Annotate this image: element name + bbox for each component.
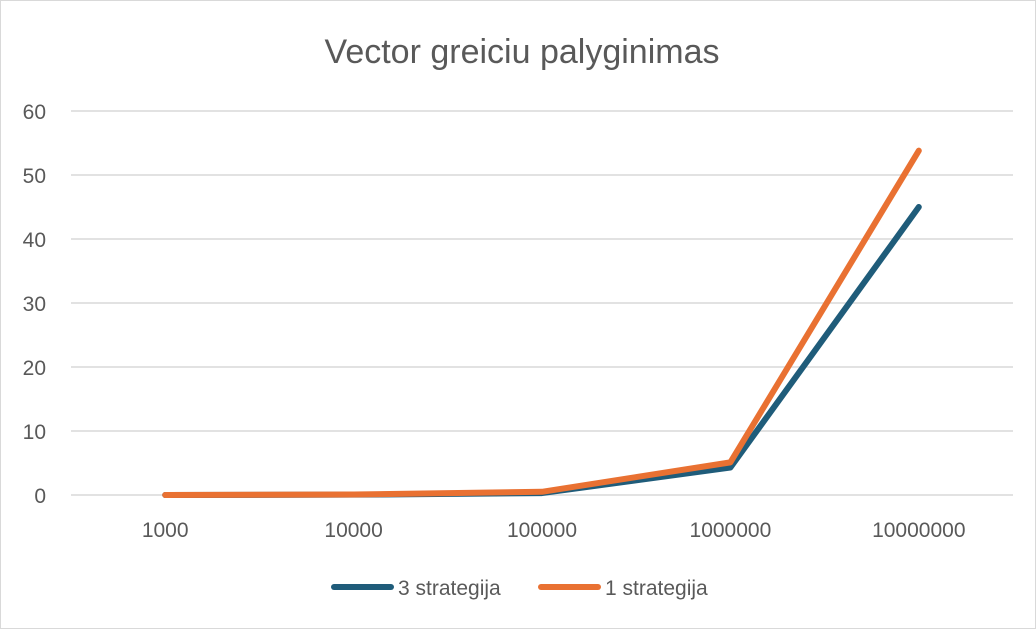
y-tick-label: 30 [23,293,46,316]
chart-title: Vector greiciu palyginimas [325,33,720,71]
legend-label: 1 strategija [605,577,708,600]
x-axis-ticks: 1000 10000 100000 1000000 10000000 [142,519,966,542]
y-tick-label: 50 [23,165,46,188]
y-tick-label: 0 [34,485,46,508]
x-tick-label: 1000 [142,519,189,542]
legend: 3 strategija 1 strategija [331,577,708,600]
series-line-2 [162,147,922,498]
y-axis-ticks: 0 10 20 30 40 50 60 [23,101,46,508]
x-tick-label: 10000000 [872,519,965,542]
x-tick-label: 1000000 [690,519,772,542]
y-tick-label: 20 [23,357,46,380]
series-lines [162,147,922,498]
y-tick-label: 10 [23,421,46,444]
legend-label: 3 strategija [398,577,501,600]
gridlines [71,110,1013,496]
x-tick-label: 10000 [324,519,382,542]
y-tick-label: 40 [23,229,46,252]
series-line-1 [162,204,922,498]
x-tick-label: 100000 [507,519,577,542]
y-tick-label: 60 [23,101,46,124]
